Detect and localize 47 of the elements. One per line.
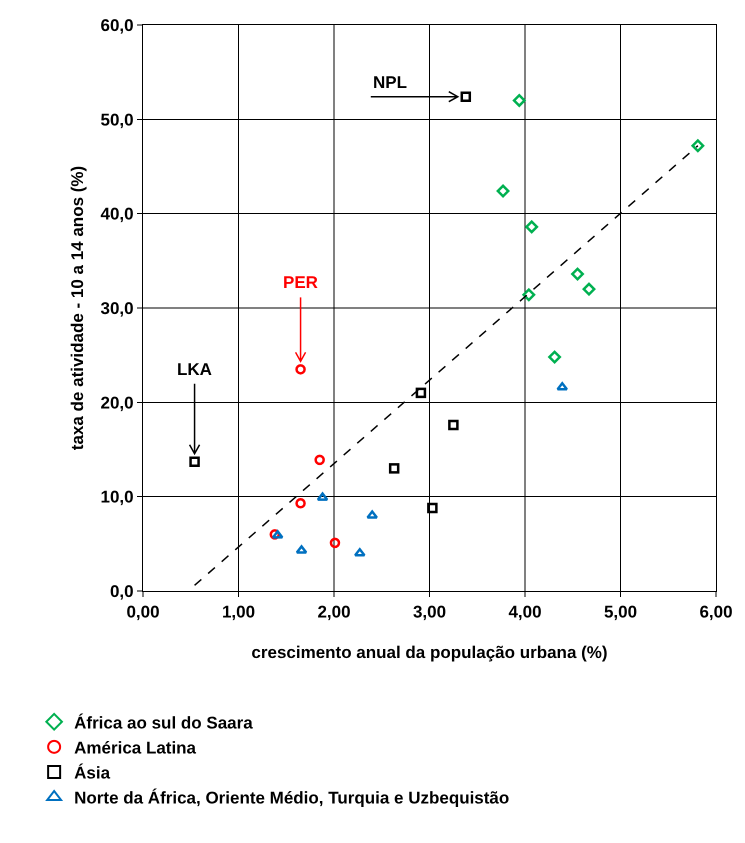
point: [691, 139, 704, 152]
point: [314, 454, 325, 466]
point: [295, 498, 306, 509]
point: [448, 420, 459, 430]
y-tick-label: 20,0: [100, 393, 134, 412]
point: [330, 538, 340, 548]
annotation: PER: [283, 273, 318, 292]
point: [571, 268, 584, 280]
legend-label: África ao sul do Saara: [74, 712, 254, 732]
legend-label: Norte da África, Oriente Médio, Turquia e Uzbequistão: [74, 788, 510, 808]
point: [316, 492, 328, 501]
x-tick-label: 4,00: [508, 602, 542, 622]
point: [556, 382, 568, 390]
point: [366, 510, 378, 519]
point: [189, 456, 200, 468]
y-tick-label: 40,0: [100, 204, 134, 224]
point: [296, 545, 308, 554]
legend-label: Ásia: [74, 762, 111, 783]
point: [548, 350, 562, 364]
point: [512, 94, 526, 107]
point: [582, 282, 596, 296]
annotation: LKA: [177, 360, 212, 379]
annotation: NPL: [373, 73, 407, 92]
point: [427, 502, 438, 514]
point: [272, 530, 284, 539]
x-tick-label: 5,00: [604, 602, 638, 622]
y-tick-label: 50,0: [100, 110, 134, 130]
y-axis-title: taxa de atividade - 10 a 14 anos (%): [68, 166, 88, 450]
y-tick-label: 10,0: [100, 488, 134, 507]
point: [460, 91, 472, 102]
x-tick-label: 2,00: [317, 602, 351, 622]
point: [354, 548, 366, 557]
x-tick-label: 1,00: [222, 602, 256, 622]
y-tick-label: 0,0: [110, 582, 134, 601]
point: [416, 388, 426, 398]
point: [388, 463, 400, 474]
x-axis-title: crescimento anual da população urbana (%): [251, 642, 608, 662]
legend-label: América Latina: [74, 738, 197, 758]
y-tick-label: 60,0: [100, 16, 134, 35]
x-tick-label: 0,00: [126, 602, 160, 622]
point: [295, 364, 306, 375]
point: [496, 184, 510, 198]
x-tick-label: 6,00: [699, 602, 733, 622]
x-tick-label: 3,00: [412, 602, 446, 622]
y-tick-label: 30,0: [100, 298, 134, 318]
point: [525, 220, 538, 234]
point: [522, 288, 536, 302]
